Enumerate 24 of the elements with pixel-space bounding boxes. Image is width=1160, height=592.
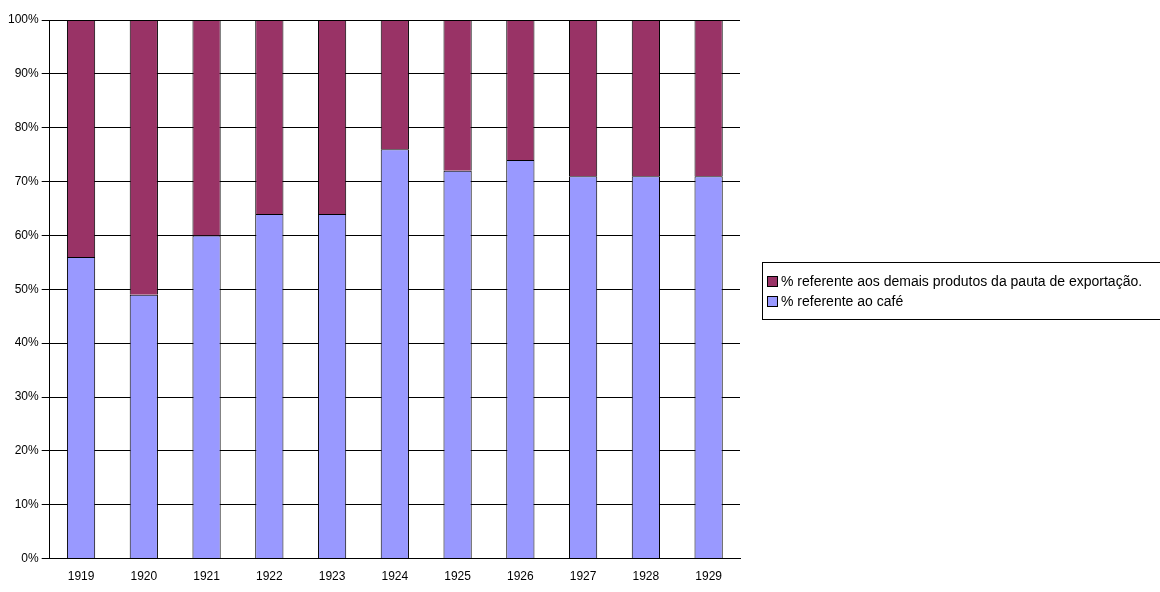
- y-tick-label: 10%: [14, 497, 40, 512]
- y-tick-label: 100%: [7, 12, 40, 27]
- legend-label: % referente ao café: [781, 293, 904, 309]
- x-tick-label: 1921: [193, 569, 221, 584]
- x-tick-label: 1928: [632, 569, 660, 584]
- y-tick-label: 50%: [14, 281, 40, 296]
- y-tick-label: 80%: [14, 120, 40, 135]
- y-tick-label: 70%: [14, 173, 40, 188]
- x-tick-label: 1926: [507, 569, 535, 584]
- x-tick-label: 1925: [444, 569, 472, 584]
- x-tick-label: 1929: [695, 569, 723, 584]
- x-tick-label: 1920: [130, 569, 158, 584]
- legend-label: % referente aos demais produtos da pauta de exportação.: [781, 273, 1143, 289]
- y-tick-label: 90%: [14, 66, 40, 81]
- x-tick-label: 1922: [255, 569, 283, 584]
- y-tick-label: 60%: [14, 227, 40, 242]
- y-tick-label: 0%: [21, 550, 40, 565]
- y-tick-label: 30%: [14, 389, 40, 404]
- x-tick-label: 1927: [569, 569, 597, 584]
- x-tick-label: 1924: [381, 569, 409, 584]
- x-tick-label: 1923: [318, 569, 346, 584]
- y-tick-label: 40%: [14, 335, 40, 350]
- y-tick-label: 20%: [14, 443, 40, 458]
- x-tick-label: 1919: [67, 569, 95, 584]
